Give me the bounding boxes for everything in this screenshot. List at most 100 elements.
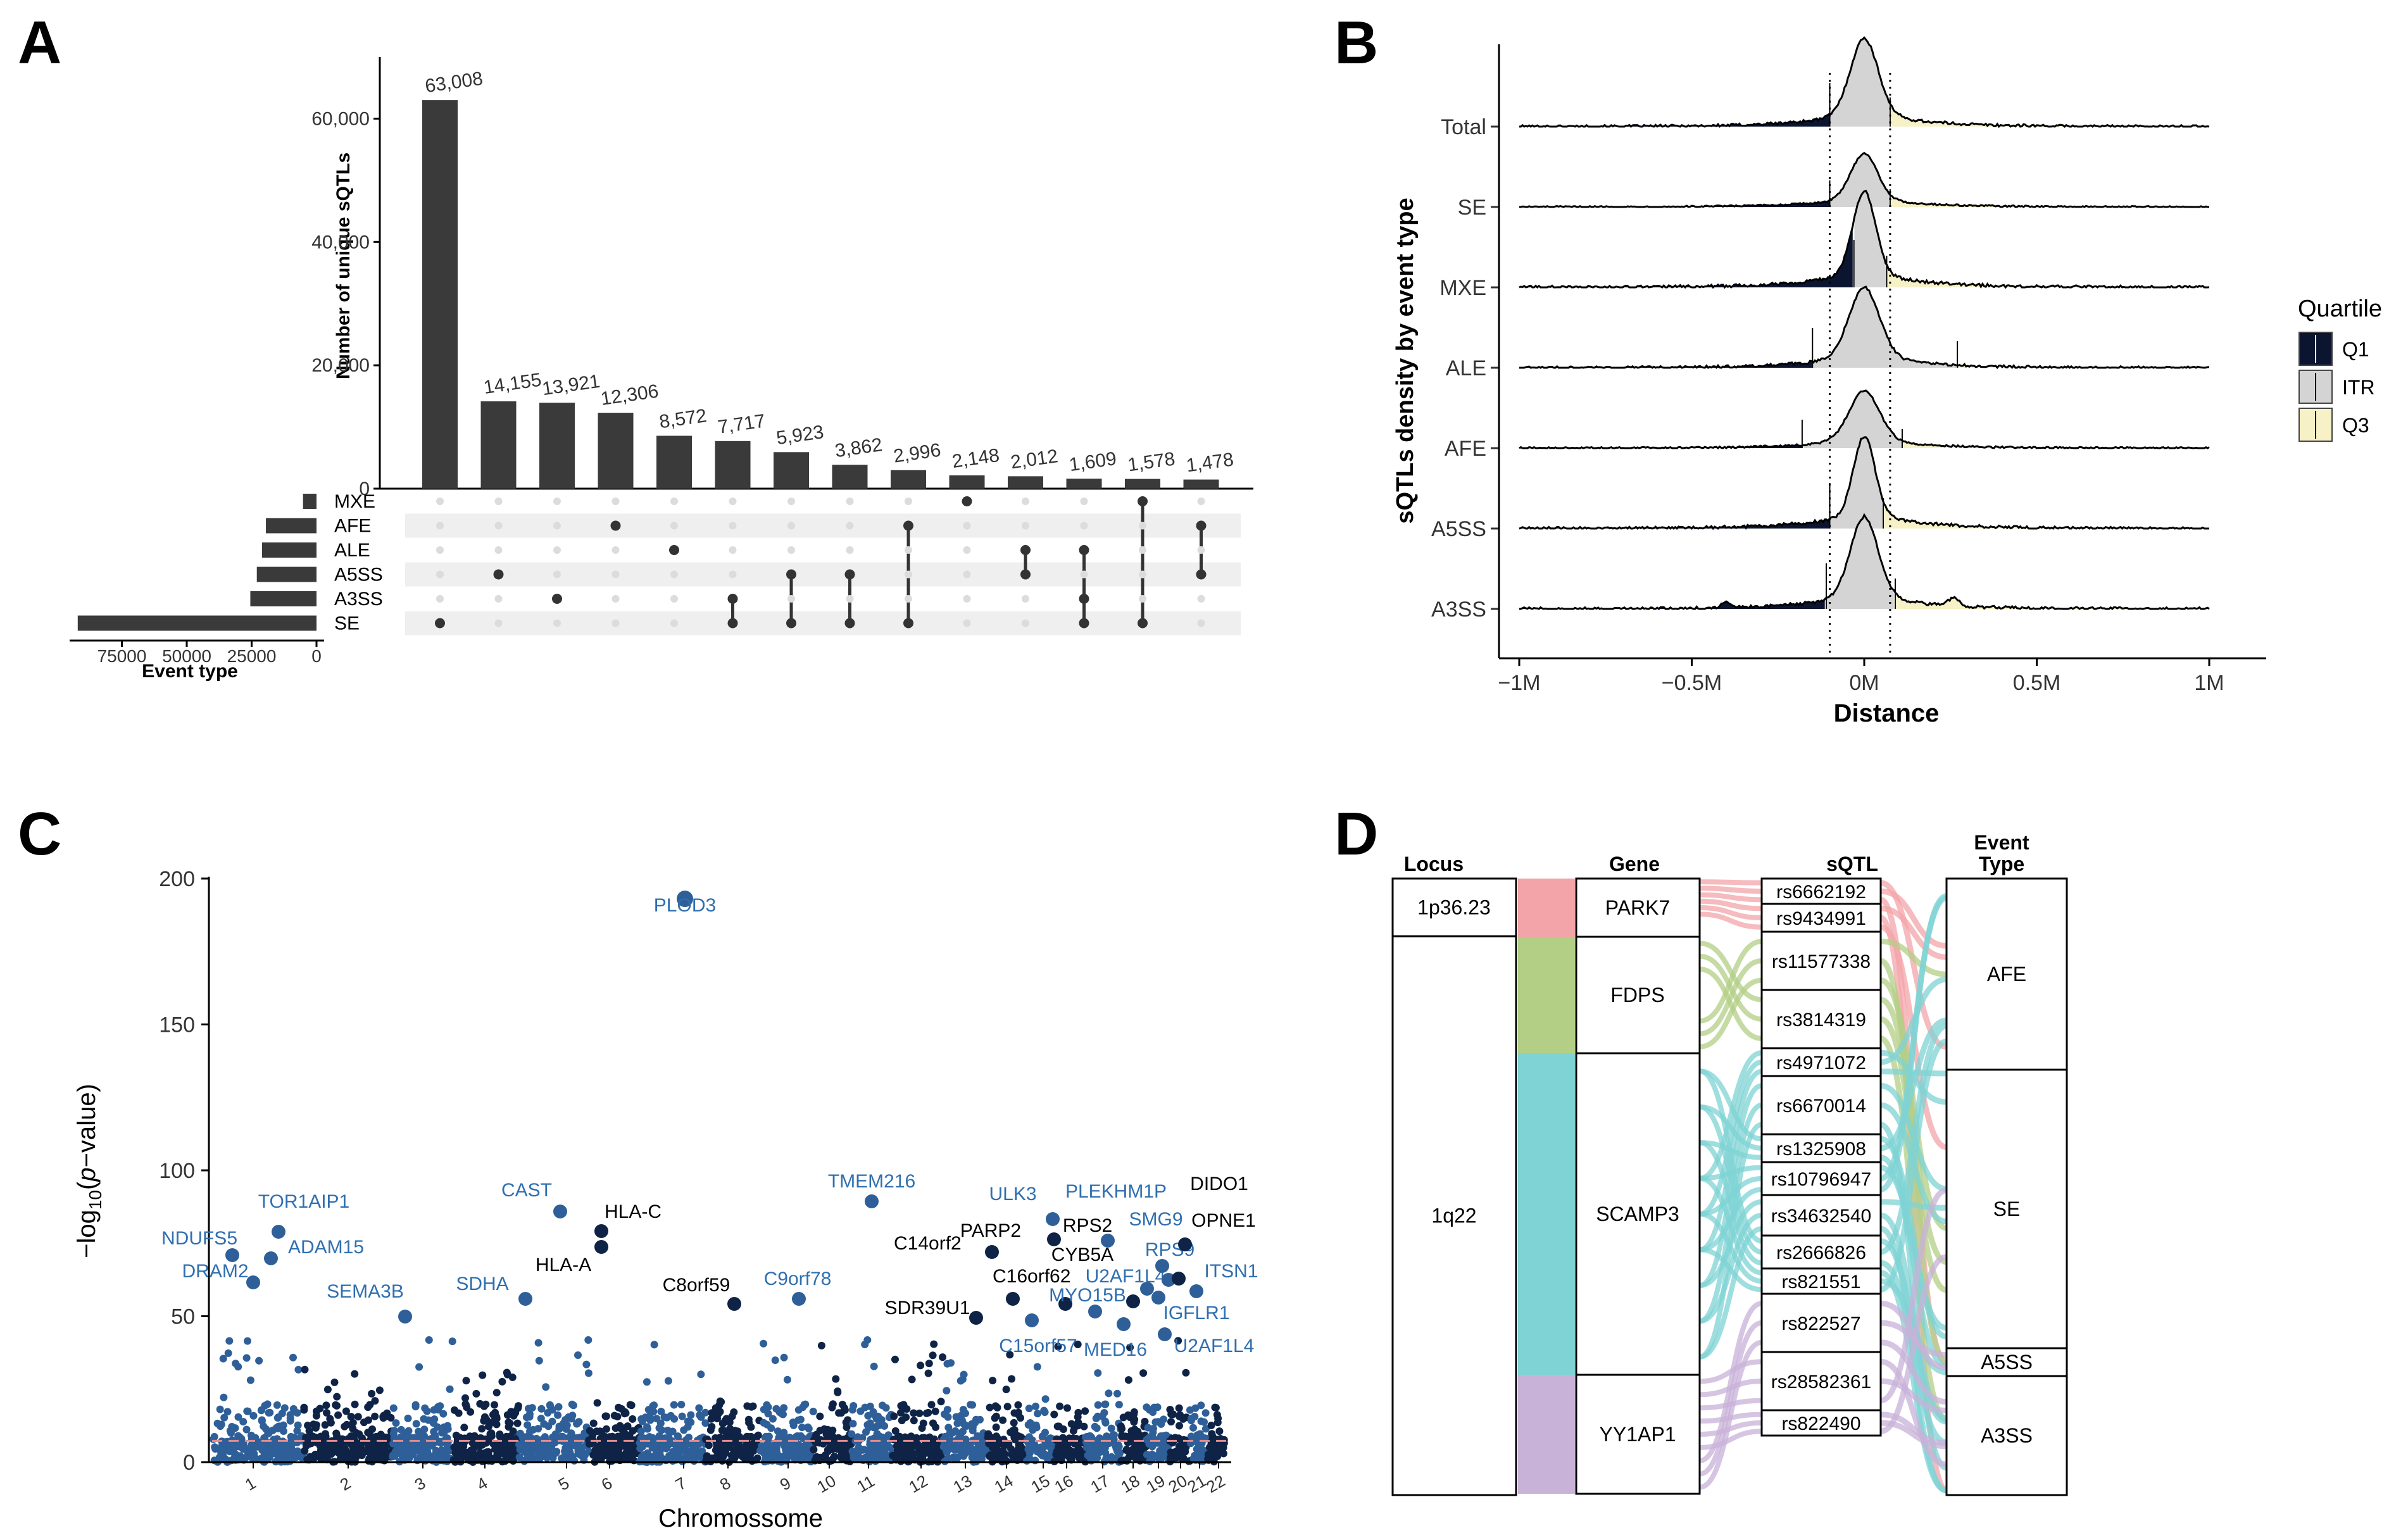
c-point: [534, 1425, 542, 1433]
c-point: [956, 1377, 965, 1385]
c-point: [771, 1356, 779, 1364]
a-set-label: ALE: [334, 540, 370, 561]
c-point: [796, 1415, 805, 1424]
c-point: [694, 1440, 703, 1448]
c-point: [242, 1425, 251, 1434]
c-point: [678, 1412, 686, 1420]
c-point: [508, 1374, 517, 1381]
c-point: [869, 1408, 877, 1416]
c-point: [515, 1453, 524, 1462]
c-point: [347, 1449, 355, 1457]
c-point: [1101, 1417, 1109, 1425]
c-point: [1025, 1454, 1033, 1462]
d-gene-box: [1575, 936, 1701, 1055]
c-gene-point: [1117, 1317, 1131, 1331]
a-matrix-dot: [553, 522, 561, 530]
c-point: [926, 1441, 934, 1449]
a-set-bar: [303, 494, 317, 509]
a-bar-value-label: 1,478: [1185, 449, 1235, 476]
c-point: [976, 1415, 984, 1424]
c-point: [1008, 1375, 1015, 1383]
c-point: [875, 1450, 884, 1458]
c-point: [1143, 1403, 1151, 1412]
c-point: [549, 1454, 557, 1462]
a-bar: [891, 470, 926, 489]
c-point: [211, 1443, 219, 1451]
c-point: [1041, 1408, 1049, 1417]
a-matrix-stripes: [405, 513, 1241, 635]
c-point: [333, 1401, 341, 1410]
a-matrix-dot: [553, 619, 561, 627]
c-point: [979, 1443, 988, 1451]
c-point: [725, 1443, 733, 1451]
c-point: [302, 1433, 310, 1441]
a-bar: [539, 403, 575, 489]
c-point: [351, 1400, 359, 1408]
d-sqtl-label: rs28582361: [1771, 1372, 1871, 1393]
d-flow-sqtl-event: [1880, 888, 1947, 949]
a-matrix-dot: [436, 595, 444, 603]
d-event-box: [1945, 1068, 2068, 1349]
d-flow-sqtl-event: [1880, 1339, 1947, 1405]
c-gene-point: [1178, 1237, 1192, 1251]
c-point: [696, 1449, 704, 1458]
c-point: [265, 1409, 273, 1417]
d-sqtl-box: [1760, 930, 1882, 991]
a-matrix-dot: [436, 546, 444, 554]
a-matrix-dot: [905, 546, 912, 554]
c-point: [582, 1360, 591, 1368]
b-category-label: MXE: [1439, 276, 1486, 300]
c-point: [489, 1439, 498, 1448]
c-gene-label: PLEKHM1P: [1065, 1181, 1167, 1202]
c-point: [687, 1411, 695, 1419]
c-point: [371, 1412, 379, 1420]
d-flow-gene-sqtl: [1699, 1412, 1762, 1424]
d-locus-gene-band: [1518, 1053, 1575, 1375]
c-point: [918, 1424, 926, 1432]
c-point: [424, 1416, 432, 1424]
c-point: [253, 1443, 261, 1451]
a-matrix-dot: [670, 498, 678, 505]
b-category-label: A3SS: [1431, 598, 1486, 622]
d-locus-gene-band: [1518, 1375, 1575, 1494]
c-point: [504, 1454, 512, 1462]
a-matrix-dot-active: [786, 618, 796, 629]
a-matrix-dot: [846, 546, 854, 554]
c-point: [939, 1353, 946, 1362]
c-gene-label: PARP2: [960, 1220, 1021, 1241]
c-point: [734, 1427, 742, 1436]
c-point: [608, 1450, 616, 1458]
d-flow-gene-sqtl: [1699, 967, 1762, 1041]
c-point: [492, 1420, 501, 1429]
a-set-axis-label: Event type: [142, 661, 238, 682]
d-flow-sqtl-event: [1880, 1412, 1947, 1446]
c-point: [629, 1415, 637, 1423]
b-q3-area: [1890, 195, 2209, 207]
c-point: [247, 1443, 255, 1451]
c-point: [292, 1439, 299, 1446]
b-density-line: [1519, 389, 2210, 449]
a-bar-value-label: 1,609: [1068, 448, 1118, 475]
d-sqtl-box: [1760, 1047, 1882, 1077]
c-point: [351, 1370, 359, 1378]
c-point: [506, 1438, 515, 1446]
b-category-label: A5SS: [1431, 517, 1486, 541]
c-point: [687, 1440, 696, 1448]
c-point: [840, 1438, 848, 1446]
b-legend-label: ITR: [2342, 376, 2375, 399]
a-stripe-se: [405, 611, 1241, 635]
c-point: [1118, 1431, 1126, 1439]
c-point: [713, 1453, 721, 1461]
c-gene-label: SDR39U1: [884, 1298, 970, 1318]
c-y-axis-p: p: [73, 1167, 101, 1182]
c-point: [223, 1408, 232, 1416]
c-point: [925, 1436, 934, 1444]
d-flow-gene-sqtl: [1699, 1429, 1762, 1450]
c-point: [772, 1405, 781, 1413]
c-point: [1169, 1438, 1177, 1446]
c-gene-point: [1189, 1284, 1203, 1298]
c-gene-point: [594, 1240, 608, 1254]
d-flow-gene-sqtl: [1699, 1379, 1762, 1398]
c-point: [728, 1412, 736, 1420]
c-point: [422, 1442, 429, 1450]
